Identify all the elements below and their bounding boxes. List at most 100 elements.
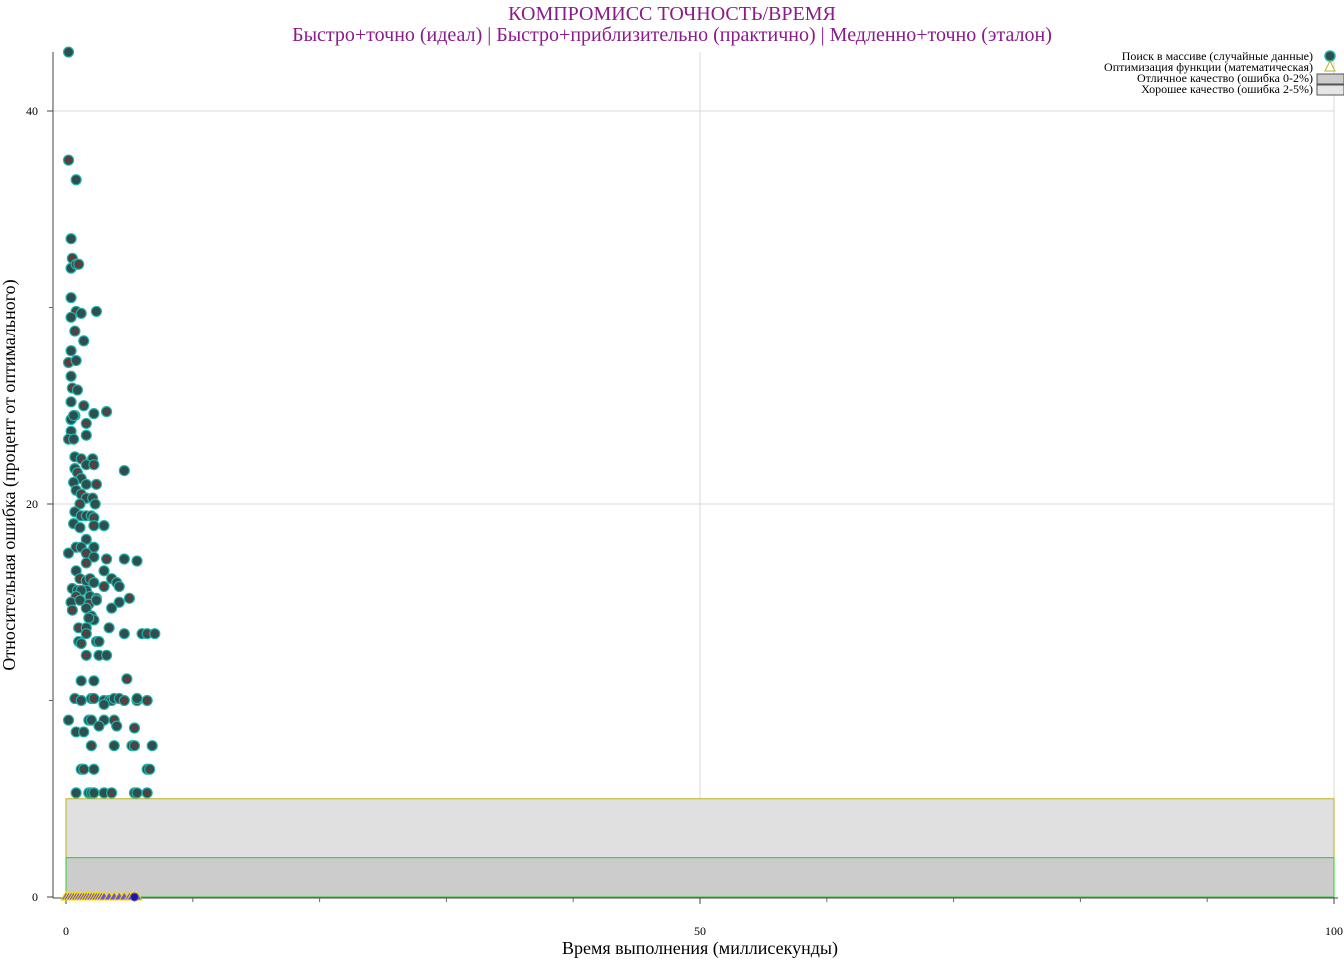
scatter-point [85,714,97,726]
scatter-point [121,673,133,685]
scatter-point-inner [76,261,82,267]
axis-layer [52,52,1338,899]
scatter-point-inner [83,550,89,556]
scatter-point [88,787,100,799]
scatter-point [62,46,75,58]
scatter-point-inner [81,766,87,772]
scatter-point-inner [76,625,82,631]
legend-label-good: Хорошее качество (ошибка 2-5%) [1141,82,1313,96]
scatter-point [66,604,78,616]
scatter-point-inner [91,515,97,521]
scatter-point-inner [88,743,94,749]
scatter-point-inner [83,652,89,658]
scatter-point [103,622,115,634]
scatter-point [131,555,143,567]
scatter-point-inner [78,641,84,646]
scatter-point-inner [83,421,89,426]
band-good [65,798,1335,859]
legend-marker-search [1324,50,1336,62]
scatter-point-inner [69,607,75,613]
scatter-point [80,628,92,640]
scatter-point [70,787,82,799]
scatter-point [78,763,90,775]
scatter-point [128,740,141,752]
scatter-point-inner [91,523,97,529]
scatter-point [65,233,77,245]
scatter-point [129,892,139,902]
scatter-point [118,464,130,477]
scatter-point [78,400,90,412]
scatter-point [88,459,100,471]
scatter-point [65,292,77,304]
scatter-point [74,498,86,510]
point-layer [60,46,161,902]
scatter-point [65,345,77,357]
band-layer [65,798,1335,898]
scatter-point [113,580,125,593]
scatter-point [90,305,103,318]
scatter-point [90,478,103,490]
scatter-point [100,553,113,565]
scatter-point-inner [81,403,87,409]
scatter-point [88,408,100,420]
scatter-point [88,763,100,775]
scatter-point [93,635,105,648]
scatter-point [62,154,75,166]
scatter-point [68,433,80,445]
scatter-point [98,565,110,577]
band-excellent [65,857,1335,898]
scatter-point [98,520,110,532]
scatter-point [98,580,110,593]
tick-layer: 0 50 100 0 20 40 [26,104,1343,938]
scatter-point [62,714,75,726]
scatter-point [123,592,135,604]
scatter-point-inner [83,560,89,566]
scatter-point [75,637,87,650]
scatter-point-inner [91,696,97,701]
scatter-point [78,726,90,738]
scatter-point [100,406,113,418]
scatter-point [83,612,95,624]
scatter-point-inner [132,743,137,749]
scatter-point [70,174,82,186]
scatter-point-inner [144,698,150,703]
scatter-point [128,722,141,734]
legend: Поиск в массиве (случайные данные) Оптим… [1104,49,1344,96]
scatter-point-inner [72,328,78,334]
scatter-point [80,417,92,430]
scatter-point [98,698,110,711]
scatter-point-inner [109,790,115,796]
scatter-point-inner [83,631,89,637]
scatter-point-inner [147,766,153,772]
grid-layer [53,52,1335,897]
scatter-point [73,258,85,270]
scatter-point [88,675,100,687]
scatter-point [88,692,100,705]
legend-swatch-excellent [1316,73,1344,85]
scatter-point-inner [104,556,109,562]
scatter-point [75,694,87,707]
legend-marker-optimization [1324,59,1336,72]
scatter-point-inner [144,631,150,637]
x-axis-label: Время выполнения (миллисекунды) [562,938,838,959]
scatter-point-inner [77,501,83,507]
scatter-point [131,692,143,705]
scatter-point-inner [144,790,150,796]
scatter-point-inner [124,676,130,682]
scatter-point-inner [66,360,71,365]
scatter-point [75,307,87,319]
scatter-point [80,649,92,661]
scatter-point [106,787,118,799]
scatter-point-inner [91,462,97,468]
scatter-point [89,498,101,510]
scatter-point [88,551,100,563]
scatter-point [111,720,123,732]
scatter-point [93,720,105,732]
x-tick-label: 50 [694,924,706,938]
scatter-point [80,478,92,490]
y-tick-label: 40 [26,104,38,118]
legend-label-optimization: Оптимизация функции (математическая) [1104,60,1313,74]
legend-label-excellent: Отличное качество (ошибка 0-2%) [1137,71,1313,85]
scatter-point [141,694,153,707]
